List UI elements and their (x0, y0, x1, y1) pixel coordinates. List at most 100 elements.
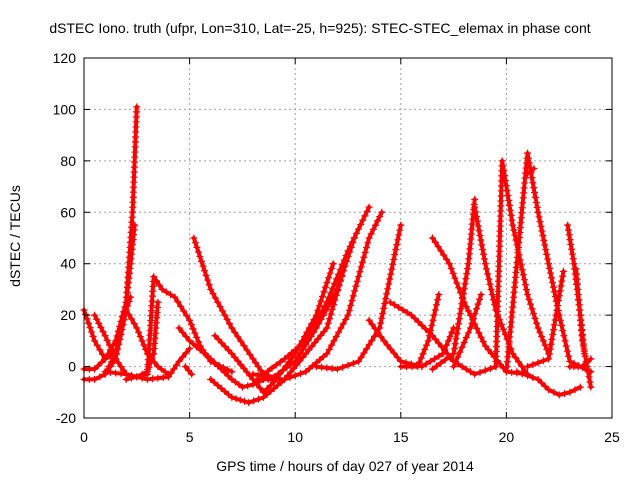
data-point (305, 346, 313, 354)
data-point (545, 260, 553, 268)
data-point (235, 381, 243, 389)
data-point (182, 333, 190, 341)
data-point (499, 325, 507, 333)
data-point (319, 353, 327, 361)
data-point (390, 301, 398, 309)
data-point (508, 216, 516, 224)
data-point (518, 266, 526, 274)
data-point (257, 366, 265, 374)
data-point (211, 332, 219, 340)
data-point (535, 213, 543, 221)
data-point (94, 362, 102, 370)
data-point (395, 231, 403, 239)
data-point (528, 174, 536, 182)
data-point (272, 361, 280, 369)
data-point (237, 361, 245, 369)
data-point (216, 303, 224, 311)
data-point (428, 365, 436, 373)
data-point (472, 213, 480, 221)
data-point (447, 265, 455, 273)
data-point (321, 303, 329, 311)
data-point (501, 177, 509, 185)
data-point (167, 291, 175, 299)
data-point (97, 323, 105, 331)
data-point (378, 314, 386, 322)
data-point (318, 363, 326, 371)
data-point (543, 250, 551, 258)
data-point (337, 324, 345, 332)
data-point (531, 194, 539, 201)
data-point (204, 276, 212, 284)
data-point (566, 388, 574, 396)
data-point (255, 395, 263, 403)
data-point (534, 359, 542, 367)
y-axis-label: dSTEC / TECUs (7, 185, 23, 287)
data-point (418, 321, 426, 329)
data-point (351, 287, 359, 295)
data-point (435, 352, 443, 360)
data-point (357, 263, 365, 271)
data-point (427, 327, 435, 335)
data-point (328, 305, 336, 313)
data-point (581, 352, 589, 360)
data-point (352, 282, 360, 290)
data-point (538, 227, 546, 235)
data-point (386, 275, 394, 283)
data-point (133, 373, 141, 381)
data-point (183, 312, 191, 320)
data-point (541, 341, 549, 349)
data-point (179, 353, 187, 361)
data-point (322, 283, 330, 291)
data-point (421, 345, 429, 353)
data-point (437, 359, 445, 367)
data-point (138, 337, 146, 345)
data-point (122, 306, 130, 314)
data-point (93, 315, 101, 323)
data-point (281, 375, 289, 383)
data-point (539, 232, 547, 240)
data-point (210, 358, 218, 366)
data-point (444, 337, 452, 345)
data-point (559, 267, 567, 275)
data-point (86, 324, 94, 332)
data-point (318, 307, 326, 315)
data-point (260, 370, 268, 378)
series-arc15 (253, 208, 386, 383)
data-point (534, 375, 542, 383)
data-point (394, 236, 402, 244)
data-point (531, 189, 539, 197)
data-point (509, 221, 517, 229)
data-point (548, 335, 556, 343)
data-point (455, 320, 463, 328)
data-point (172, 361, 180, 369)
data-point (376, 213, 384, 221)
data-point (325, 294, 333, 302)
series-arc5 (101, 306, 172, 378)
data-point (424, 337, 432, 345)
data-point (207, 285, 215, 293)
data-point (377, 319, 385, 327)
data-point (414, 318, 422, 326)
data-point (96, 373, 104, 381)
data-point (231, 378, 239, 386)
data-point (328, 341, 336, 349)
data-point (264, 367, 272, 375)
data-point (530, 184, 538, 192)
series-arc30 (572, 265, 595, 391)
data-point (316, 356, 324, 364)
data-point (390, 349, 398, 357)
x-tick-label: 25 (604, 429, 620, 445)
data-point (525, 159, 533, 167)
data-point (128, 374, 136, 382)
series-arc31 (566, 355, 595, 371)
data-point (240, 342, 248, 350)
data-point (161, 368, 169, 376)
data-point (291, 346, 299, 354)
data-point (243, 368, 251, 376)
data-point (256, 384, 264, 392)
data-point (228, 393, 236, 401)
data-point (291, 357, 299, 365)
data-point (221, 343, 229, 351)
data-point (524, 154, 532, 162)
data-point (451, 340, 459, 348)
